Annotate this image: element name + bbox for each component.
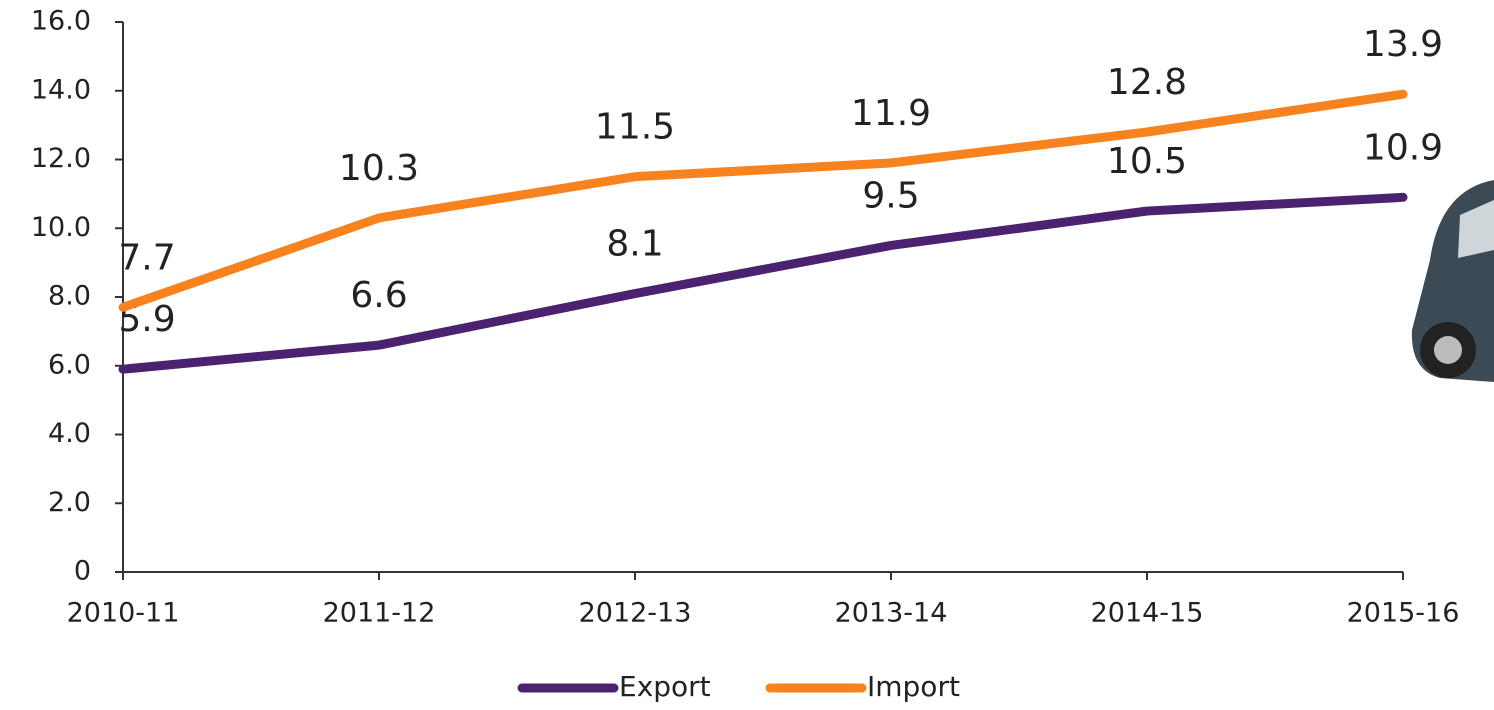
car-illustration bbox=[1411, 180, 1494, 382]
x-tick-label: 2015-16 bbox=[1347, 598, 1460, 629]
data-label: 7.7 bbox=[118, 237, 175, 278]
y-tick-label: 14.0 bbox=[31, 74, 91, 105]
data-label: 12.8 bbox=[1107, 62, 1187, 103]
data-label: 10.3 bbox=[339, 148, 419, 189]
y-tick-label: 0 bbox=[74, 556, 91, 587]
legend-label: Export bbox=[619, 670, 711, 703]
x-tick-label: 2013-14 bbox=[835, 598, 948, 629]
data-label: 11.9 bbox=[851, 93, 931, 134]
y-tick-label: 10.0 bbox=[31, 212, 91, 243]
x-tick-label: 2012-13 bbox=[579, 598, 692, 629]
y-tick-label: 2.0 bbox=[48, 487, 91, 518]
y-tick-label: 8.0 bbox=[48, 281, 91, 312]
data-label: 8.1 bbox=[606, 224, 663, 265]
x-tick-label: 2011-12 bbox=[323, 598, 436, 629]
data-label: 11.5 bbox=[595, 107, 675, 148]
legend-label: Import bbox=[867, 670, 960, 703]
x-tick-label: 2010-11 bbox=[67, 598, 180, 629]
y-tick-label: 16.0 bbox=[31, 6, 91, 37]
data-label: 10.5 bbox=[1107, 141, 1187, 182]
y-tick-label: 12.0 bbox=[31, 143, 91, 174]
data-label: 10.9 bbox=[1363, 127, 1443, 168]
x-tick-label: 2014-15 bbox=[1091, 598, 1204, 629]
data-label: 13.9 bbox=[1363, 24, 1443, 65]
y-tick-label: 6.0 bbox=[48, 349, 91, 380]
series-line bbox=[118, 89, 1408, 312]
series-line bbox=[118, 192, 1408, 374]
y-tick-label: 4.0 bbox=[48, 418, 91, 449]
data-label: 6.6 bbox=[350, 275, 407, 316]
data-label: 9.5 bbox=[862, 175, 919, 216]
